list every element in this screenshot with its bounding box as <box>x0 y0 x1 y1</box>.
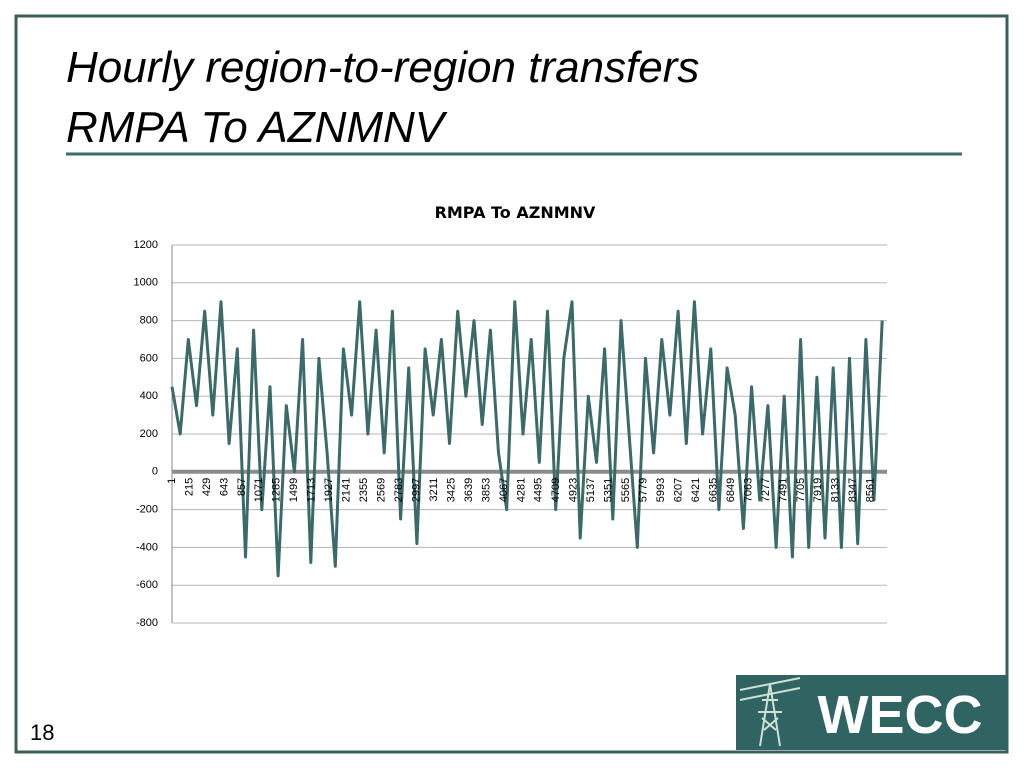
x-tick-label: 5993 <box>655 478 667 502</box>
y-tick-label: 800 <box>140 315 158 327</box>
y-tick-label: 1000 <box>134 277 158 289</box>
x-tick-label: 6635 <box>707 478 719 502</box>
x-tick-label: 1499 <box>288 478 300 502</box>
y-tick-label: -200 <box>136 504 158 516</box>
y-tick-label: 1200 <box>134 239 158 251</box>
data-line <box>170 300 884 578</box>
x-tick-label: 2141 <box>341 478 353 502</box>
y-tick-label: -600 <box>136 579 158 591</box>
chart-title: RMPA To AZNMNV <box>435 203 596 222</box>
x-tick-label: 2569 <box>376 478 388 502</box>
x-tick-label: 6207 <box>673 478 685 502</box>
x-tick-label: 8133 <box>830 478 842 502</box>
x-tick-label: 7491 <box>777 478 789 502</box>
slide-title: RMPA To AZNMNV <box>66 103 448 152</box>
x-tick-label: 7705 <box>795 478 807 502</box>
x-tick-label: 1 <box>166 478 178 484</box>
x-tick-label: 4495 <box>533 478 545 502</box>
x-tick-label: 1927 <box>323 478 335 502</box>
x-tick-label: 7063 <box>742 478 754 502</box>
logo: WECC <box>736 675 1008 750</box>
x-tick-label: 5779 <box>638 478 650 502</box>
x-tick-label: 7277 <box>760 478 772 502</box>
x-tick-label: 6421 <box>690 478 702 502</box>
x-tick-label: 7919 <box>812 478 824 502</box>
page-number: 18 <box>30 720 54 745</box>
logo-text: WECC <box>818 685 983 745</box>
x-tick-label: 215 <box>183 478 195 496</box>
y-tick-label: 400 <box>140 390 158 402</box>
x-tick-label: 3639 <box>463 478 475 502</box>
y-tick-label: 600 <box>140 352 158 364</box>
x-tick-label: 1071 <box>253 478 265 502</box>
x-tick-label: 8347 <box>847 478 859 502</box>
y-tick-label: 0 <box>152 466 158 478</box>
x-tick-label: 5351 <box>603 478 615 502</box>
logo-tower <box>739 677 801 747</box>
x-tick-label: 3425 <box>445 478 457 502</box>
x-tick-label: 857 <box>236 478 248 496</box>
x-tick-label: 8561 <box>865 478 877 502</box>
x-tick-label: 1713 <box>306 478 318 502</box>
x-tick-label: 4923 <box>568 478 580 502</box>
x-tick-label: 2355 <box>358 478 370 502</box>
x-tick-label: 3853 <box>480 478 492 502</box>
slide-title: Hourly region-to-region transfers <box>66 43 699 92</box>
x-tick-label: 4281 <box>515 478 527 502</box>
x-tick-label: 1285 <box>271 478 283 502</box>
x-tick-label: 6849 <box>725 478 737 502</box>
x-tick-label: 4067 <box>498 478 510 502</box>
x-tick-label: 5565 <box>620 478 632 502</box>
x-tick-label: 429 <box>201 478 213 496</box>
y-tick-label: -800 <box>136 617 158 629</box>
x-tick-label: 4709 <box>550 478 562 502</box>
y-tick-label: -400 <box>136 541 158 553</box>
x-tick-label: 2783 <box>393 478 405 502</box>
x-tick-label: 643 <box>218 478 230 496</box>
slide-border <box>14 14 1009 754</box>
x-tick-label: 2997 <box>411 478 423 502</box>
x-tick-label: 5137 <box>585 478 597 502</box>
x-tick-label: 3211 <box>428 478 440 502</box>
y-tick-label: 200 <box>140 428 158 440</box>
